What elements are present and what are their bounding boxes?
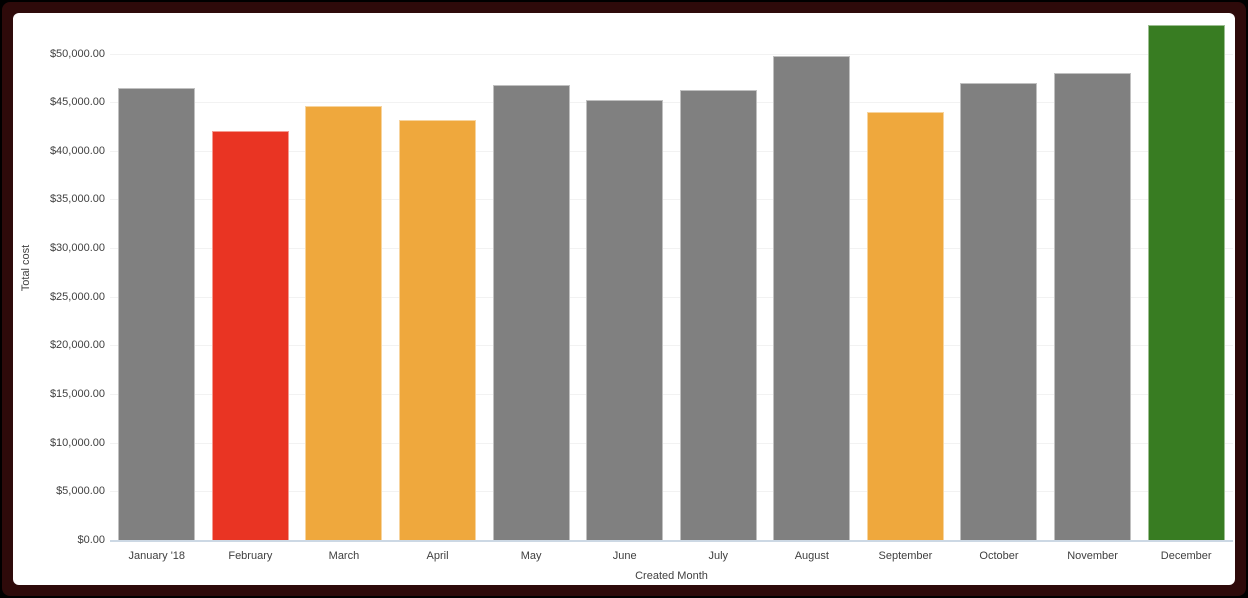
bar-slot: [765, 21, 859, 541]
x-tick-label: May: [520, 550, 542, 562]
x-tick-label: September: [878, 550, 933, 562]
bar-october[interactable]: [960, 83, 1038, 541]
bar-july[interactable]: [679, 89, 757, 541]
y-tick-label: $0.00: [77, 534, 105, 546]
y-tick-label: $40,000.00: [49, 144, 105, 157]
bar-slot: [1046, 21, 1140, 541]
bar-may[interactable]: [492, 84, 570, 541]
gridline: [110, 150, 1233, 152]
bar-slot: [671, 21, 765, 541]
x-tick-label: August: [794, 550, 829, 562]
gridline: [110, 491, 1233, 493]
x-tick-label: April: [426, 550, 449, 562]
bar-january-18[interactable]: [118, 88, 196, 541]
bar-slot: [859, 21, 953, 541]
bar-slot: [297, 21, 391, 541]
y-tick-label: $10,000.00: [49, 436, 105, 449]
plot-area: [110, 21, 1233, 542]
bar-december[interactable]: [1147, 25, 1225, 541]
x-axis-title: Created Month: [635, 570, 708, 582]
bar-september[interactable]: [866, 112, 944, 541]
bars: [110, 21, 1233, 541]
bar-november[interactable]: [1054, 73, 1132, 541]
gridline: [110, 296, 1233, 298]
y-tick-label: $20,000.00: [49, 339, 105, 352]
x-tick-label: March: [328, 550, 360, 562]
y-tick-label: $45,000.00: [49, 96, 105, 109]
bar-august[interactable]: [773, 55, 851, 541]
gridline: [110, 102, 1233, 104]
x-tick-label: October: [979, 550, 1019, 562]
bar-march[interactable]: [305, 105, 383, 541]
bar-slot: [952, 21, 1046, 541]
y-axis-labels: $0.00 $5,000.00 $10,000.00 $15,000.00 $20,00…: [13, 21, 105, 547]
gridline: [110, 442, 1233, 444]
bar-slot: [1139, 21, 1233, 541]
x-tick-label: November: [1067, 550, 1118, 562]
x-axis-labels: January '18 February March April May June July…: [110, 550, 1233, 562]
y-tick-label: $25,000.00: [49, 290, 105, 303]
gridline: [110, 394, 1233, 396]
bar-slot: [578, 21, 672, 541]
bar-slot: [484, 21, 578, 541]
x-axis-line: [110, 540, 1233, 542]
bar-slot: [110, 21, 204, 541]
x-tick-label: February: [228, 550, 273, 562]
bar-slot: [391, 21, 485, 541]
y-tick-label: $50,000.00: [49, 47, 105, 60]
bar-slot: [204, 21, 298, 541]
bar-april[interactable]: [399, 120, 477, 541]
gridline: [110, 199, 1233, 201]
x-tick-label: January '18: [128, 550, 186, 562]
gridline: [110, 345, 1233, 347]
bar-june[interactable]: [586, 100, 664, 541]
x-tick-label: June: [612, 550, 637, 562]
x-tick-label: July: [708, 550, 729, 562]
y-tick-label: $30,000.00: [49, 242, 105, 255]
y-tick-label: $35,000.00: [49, 193, 105, 206]
gridline: [110, 53, 1233, 55]
chart-card: Total cost $0.00 $5,000.00 $10,000.00 $15,0…: [13, 13, 1235, 585]
gridline: [110, 248, 1233, 250]
x-tick-label: December: [1160, 550, 1212, 562]
y-tick-label: $5,000.00: [56, 485, 105, 498]
y-tick-label: $15,000.00: [49, 388, 105, 401]
bar-february[interactable]: [211, 131, 289, 541]
